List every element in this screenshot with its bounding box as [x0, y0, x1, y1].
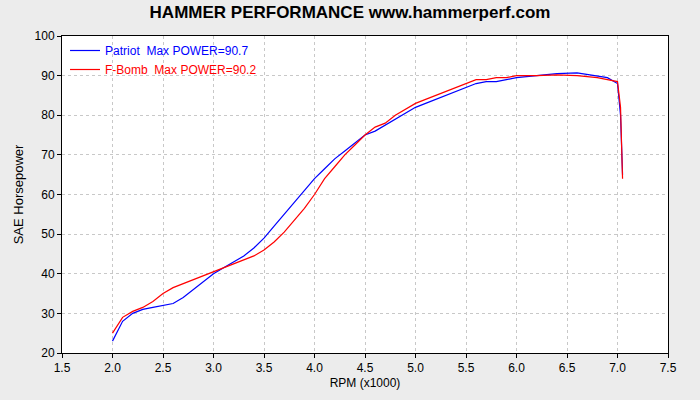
svg-text:100: 100 — [35, 29, 55, 43]
svg-text:4.0: 4.0 — [306, 361, 323, 375]
svg-text:SAE Horsepower: SAE Horsepower — [11, 144, 26, 244]
svg-text:HAMMER PERFORMANCE www.hammerp: HAMMER PERFORMANCE www.hammerperf.com — [150, 3, 551, 22]
svg-text:3.0: 3.0 — [205, 361, 222, 375]
svg-text:5.5: 5.5 — [458, 361, 475, 375]
svg-text:7.5: 7.5 — [660, 361, 677, 375]
svg-text:70: 70 — [41, 148, 55, 162]
svg-text:90: 90 — [41, 69, 55, 83]
svg-text:3.5: 3.5 — [256, 361, 273, 375]
svg-text:40: 40 — [41, 267, 55, 281]
svg-text:50: 50 — [41, 227, 55, 241]
svg-text:Patriot Max POWER=90.7: Patriot Max POWER=90.7 — [105, 44, 248, 58]
svg-text:F-Bomb Max POWER=90.2: F-Bomb Max POWER=90.2 — [105, 63, 256, 77]
svg-text:1.5: 1.5 — [54, 361, 71, 375]
svg-text:6.5: 6.5 — [559, 361, 576, 375]
svg-text:4.5: 4.5 — [357, 361, 374, 375]
svg-text:6.0: 6.0 — [508, 361, 525, 375]
svg-text:7.0: 7.0 — [609, 361, 626, 375]
svg-text:20: 20 — [41, 346, 55, 360]
svg-text:80: 80 — [41, 108, 55, 122]
svg-text:2.5: 2.5 — [155, 361, 172, 375]
svg-text:60: 60 — [41, 188, 55, 202]
svg-text:2.0: 2.0 — [104, 361, 121, 375]
svg-text:5.0: 5.0 — [407, 361, 424, 375]
svg-text:30: 30 — [41, 307, 55, 321]
svg-text:RPM (x1000): RPM (x1000) — [330, 376, 401, 390]
